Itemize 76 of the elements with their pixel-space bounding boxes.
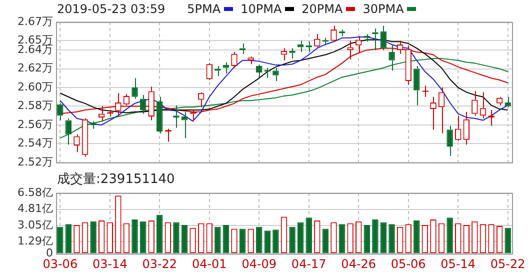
y-tick-label: 2.67万 xyxy=(18,14,53,28)
x-tick-label: 04-17 xyxy=(291,256,326,271)
candlestick xyxy=(181,111,188,139)
bar xyxy=(65,224,72,254)
bar xyxy=(239,228,246,254)
bar xyxy=(306,218,312,254)
bar xyxy=(214,226,221,254)
y-tick-label: 1.29亿 xyxy=(18,234,53,248)
x-tick-label: 05-06 xyxy=(390,256,426,271)
bar xyxy=(364,225,370,254)
y-tick-label: 2.52万 xyxy=(18,155,53,168)
y-tick-label: 2.60万 xyxy=(18,80,53,94)
bar xyxy=(256,226,262,254)
bar xyxy=(57,226,64,254)
y-tick-label: 2.58万 xyxy=(18,99,53,112)
legend-label: 20PMA xyxy=(302,2,343,16)
bar xyxy=(338,224,346,254)
legend-label: 10PMA xyxy=(240,2,282,16)
bar xyxy=(414,220,420,254)
candlestick xyxy=(472,90,478,116)
bar xyxy=(504,228,511,254)
candlestick xyxy=(206,62,212,81)
candlestick xyxy=(297,40,304,52)
candlestick xyxy=(280,48,288,61)
candlestick xyxy=(82,118,88,158)
legend-label: 5PMA xyxy=(187,2,221,16)
bar xyxy=(222,225,230,254)
bar xyxy=(173,222,180,254)
x-tick-label: 04-09 xyxy=(242,256,277,271)
bar xyxy=(156,214,163,254)
bar xyxy=(372,220,378,254)
bar xyxy=(272,230,279,254)
candlestick xyxy=(156,96,163,134)
x-tick-label: 03-14 xyxy=(92,256,128,271)
bar xyxy=(132,220,138,254)
candlestick xyxy=(222,62,230,74)
chart-title: 2019-05-23 03:59 xyxy=(57,2,166,16)
bar xyxy=(388,224,395,254)
candlestick xyxy=(330,25,337,42)
candlestick xyxy=(463,111,470,146)
candlestick xyxy=(438,87,445,134)
bar xyxy=(322,228,329,254)
bar xyxy=(297,222,304,254)
candlestick xyxy=(414,65,420,106)
candlestick xyxy=(140,94,146,114)
x-tick-label: 04-01 xyxy=(192,256,227,271)
legend-label: 30PMA xyxy=(362,2,404,16)
candlestick xyxy=(231,51,238,68)
bar xyxy=(264,230,271,254)
candlestick xyxy=(422,85,430,98)
candlestick xyxy=(504,96,511,108)
bar xyxy=(289,226,296,254)
x-tick-label: 05-22 xyxy=(490,256,526,271)
bar xyxy=(140,221,146,254)
candlestick xyxy=(272,67,279,82)
bar xyxy=(90,221,96,254)
bar xyxy=(446,218,453,254)
y-tick-label: 2.54万 xyxy=(18,136,53,150)
candlestick xyxy=(446,125,453,156)
x-tick-label: 05-14 xyxy=(440,256,476,271)
x-tick-label: 04-26 xyxy=(341,256,376,271)
y-tick-label: 2.56万 xyxy=(18,118,53,131)
bar xyxy=(380,222,387,254)
x-tick-label: 03-22 xyxy=(142,256,178,271)
candlestick xyxy=(455,115,462,142)
candlestick xyxy=(248,56,254,65)
y-tick-label: 6.58亿 xyxy=(18,186,53,199)
y-tick-label: 3.05亿 xyxy=(18,218,53,232)
text: 成交量:239151140 xyxy=(57,171,175,188)
candlestick xyxy=(57,102,64,121)
y-tick-label: 4.81亿 xyxy=(18,202,53,216)
y-tick-label: 0 xyxy=(46,246,53,260)
candlestick xyxy=(380,25,387,51)
x-tick-label: 03-06 xyxy=(42,256,78,271)
bar xyxy=(181,225,188,254)
y-tick-label: 2.62万 xyxy=(18,62,53,75)
